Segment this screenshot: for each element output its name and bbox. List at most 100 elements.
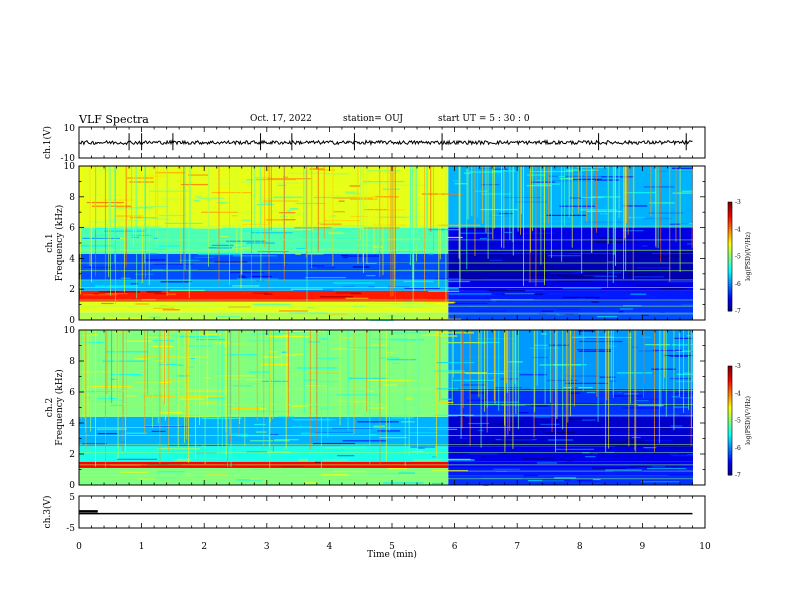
psd-texture — [596, 316, 618, 318]
sferic-line — [390, 166, 392, 297]
psd-texture — [606, 345, 618, 347]
colorbar-cell — [728, 380, 732, 383]
sferic-line — [650, 166, 652, 217]
sferic-line — [131, 166, 133, 240]
psd-texture — [573, 271, 585, 273]
psd-texture — [152, 477, 179, 479]
sferic-line — [635, 330, 637, 453]
sferic-line — [658, 330, 660, 444]
psd-texture — [147, 463, 169, 466]
psd-texture — [256, 203, 274, 206]
colorbar-cell — [728, 274, 732, 277]
ch2-colorbar-label: log(PSD)(V²/Hz) — [745, 396, 752, 445]
psd-texture — [657, 446, 693, 448]
colorbar-cell — [728, 366, 732, 369]
spectrogram-ch1 — [79, 166, 705, 321]
psd-texture — [428, 428, 458, 430]
psd-texture — [313, 196, 357, 199]
psd-texture — [637, 404, 664, 407]
psd-texture — [628, 466, 636, 468]
psd-texture — [319, 296, 354, 298]
sferic-line — [690, 330, 692, 428]
psd-texture — [343, 257, 348, 259]
psd-texture — [232, 285, 260, 287]
psd-texture — [94, 234, 112, 236]
psd-texture — [577, 386, 593, 389]
sferic-line — [544, 330, 546, 404]
psd-texture — [349, 401, 375, 403]
sferic-line — [114, 166, 116, 264]
psd-texture — [668, 474, 693, 476]
sferic-line — [378, 166, 380, 250]
psd-texture — [534, 183, 561, 185]
colorbar-cell — [728, 449, 732, 452]
colorbar-cell — [728, 251, 732, 254]
sferic-line — [378, 330, 380, 402]
sferic-line — [184, 166, 186, 271]
psd-texture — [362, 181, 390, 183]
sferic-line — [486, 330, 488, 433]
psd-texture — [144, 411, 165, 413]
sferic-line — [366, 166, 368, 265]
psd-texture — [336, 394, 379, 396]
psd-texture — [290, 373, 298, 375]
colorbar-cell — [728, 367, 732, 371]
colorbar-cell — [728, 460, 732, 463]
psd-texture — [82, 443, 107, 445]
psd-texture — [225, 378, 242, 380]
sferic-line — [111, 330, 113, 404]
psd-texture — [562, 296, 600, 299]
psd-texture — [490, 298, 500, 301]
sferic-line — [148, 166, 150, 286]
psd-texture — [466, 472, 478, 474]
psd-texture — [279, 212, 296, 214]
sferic-line — [568, 166, 570, 218]
psd-texture — [679, 397, 693, 399]
psd-texture — [536, 275, 559, 277]
sferic-line — [254, 166, 256, 249]
psd-texture — [602, 441, 625, 443]
band-before — [79, 227, 449, 250]
psd-texture — [122, 249, 154, 251]
psd-texture — [293, 289, 334, 291]
psd-texture — [391, 303, 435, 305]
psd-texture — [229, 433, 248, 435]
psd-texture — [658, 255, 680, 257]
sferic-line — [628, 330, 630, 447]
psd-texture — [658, 428, 671, 430]
sferic-line — [353, 330, 355, 434]
colorbar-cell — [728, 203, 732, 207]
sferic-line — [534, 330, 536, 413]
sferic-line — [623, 166, 625, 279]
psd-texture — [608, 263, 616, 265]
ch1-ytick-label: -10 — [61, 154, 76, 164]
psd-texture — [541, 333, 547, 335]
sferic-line — [379, 330, 381, 464]
psd-texture — [151, 270, 179, 273]
sferic-line — [569, 330, 571, 417]
sferic-line — [290, 330, 292, 415]
sferic-line — [409, 166, 411, 266]
psd-texture — [328, 232, 344, 234]
ch1-colorbar-tick: -3 — [735, 199, 741, 206]
colorbar-cell — [728, 249, 732, 252]
psd-texture — [623, 393, 639, 395]
psd-texture — [312, 442, 356, 445]
sferic-line — [561, 166, 563, 262]
sferic-line — [188, 330, 189, 463]
psd-texture — [257, 250, 289, 253]
sferic-line — [623, 166, 625, 240]
psd-texture — [667, 281, 693, 283]
sferic-line — [272, 330, 274, 452]
psd-texture — [671, 454, 693, 457]
psd-texture — [577, 349, 612, 351]
psd-texture — [613, 470, 644, 473]
psd-texture — [252, 292, 269, 294]
psd-texture — [481, 193, 512, 195]
psd-texture — [459, 232, 493, 234]
sferic-line — [301, 330, 303, 401]
x-tick-label: 7 — [514, 542, 520, 552]
psd-texture — [559, 205, 595, 207]
sferic-line — [660, 330, 662, 408]
psd-texture — [383, 482, 424, 484]
